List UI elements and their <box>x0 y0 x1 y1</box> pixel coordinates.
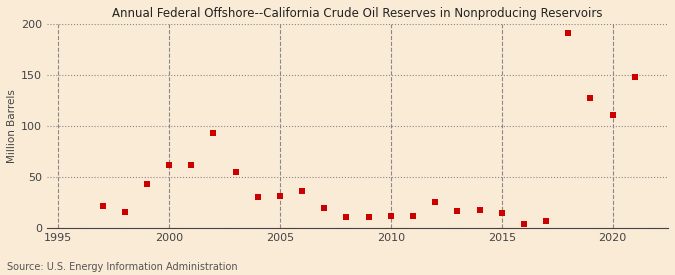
Text: Source: U.S. Energy Information Administration: Source: U.S. Energy Information Administ… <box>7 262 238 272</box>
Point <box>452 209 463 213</box>
Point <box>142 182 153 187</box>
Point <box>208 131 219 136</box>
Point <box>608 113 618 117</box>
Point <box>518 222 529 227</box>
Point <box>541 219 551 224</box>
Point <box>585 95 596 100</box>
Point <box>341 215 352 219</box>
Title: Annual Federal Offshore--California Crude Oil Reserves in Nonproducing Reservoir: Annual Federal Offshore--California Crud… <box>112 7 603 20</box>
Point <box>252 194 263 199</box>
Point <box>363 215 374 219</box>
Point <box>97 204 108 208</box>
Y-axis label: Million Barrels: Million Barrels <box>7 89 17 163</box>
Point <box>474 208 485 212</box>
Point <box>430 200 441 204</box>
Point <box>629 75 640 79</box>
Point <box>275 194 286 198</box>
Point <box>230 170 241 174</box>
Point <box>496 211 507 215</box>
Point <box>319 206 329 210</box>
Point <box>297 188 308 193</box>
Point <box>119 210 130 214</box>
Point <box>563 31 574 35</box>
Point <box>385 214 396 218</box>
Point <box>186 163 196 167</box>
Point <box>408 214 418 218</box>
Point <box>163 163 174 167</box>
